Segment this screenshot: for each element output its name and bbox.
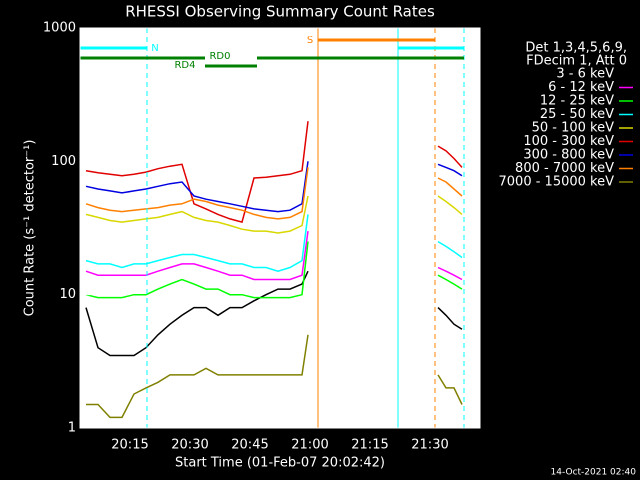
- footer: 14-Oct-2021 02:40: [551, 468, 637, 478]
- x-tick-label: 21:00: [291, 438, 328, 453]
- y-axis-label: Count Rate (s⁻¹ detector⁻¹): [23, 140, 38, 317]
- series-line: [85, 167, 463, 220]
- legend-label: 25 - 50 keV: [540, 107, 614, 122]
- y-tick-label: 100: [51, 154, 76, 169]
- legend-label: 300 - 800 keV: [523, 148, 614, 163]
- series-line: [85, 230, 463, 281]
- legend-label: 6 - 12 keV: [548, 80, 614, 95]
- x-tick-label: 20:15: [111, 438, 148, 453]
- x-tick-label: 21:15: [351, 438, 388, 453]
- x-tick-label: 21:30: [411, 438, 448, 453]
- legend-title: FDecim 1, Att 0: [526, 54, 627, 69]
- legend-label: 50 - 100 keV: [532, 121, 615, 136]
- interval-label: S: [307, 35, 313, 46]
- legend-label: 12 - 25 keV: [540, 94, 614, 109]
- axes-frame: [79, 27, 481, 429]
- interval-label: N: [151, 43, 158, 54]
- y-tick-label: 1: [68, 421, 76, 436]
- y-tick-label: 1000: [43, 21, 76, 36]
- series-line: [85, 270, 463, 357]
- series-line: [85, 121, 463, 224]
- interval-label: RD4: [174, 60, 195, 71]
- series-line: [85, 241, 463, 299]
- interval-label: RD0: [209, 51, 230, 62]
- y-tick-label: 10: [59, 287, 76, 302]
- series-line: [85, 161, 463, 213]
- series-line: [85, 195, 463, 234]
- series-line: [85, 214, 463, 272]
- legend-label: 800 - 7000 keV: [515, 161, 614, 176]
- legend-label: 100 - 300 keV: [523, 134, 614, 149]
- plot-area: [80, 28, 480, 428]
- x-tick-label: 20:30: [171, 438, 208, 453]
- series-line: [86, 334, 463, 419]
- x-tick-label: 20:45: [231, 438, 268, 453]
- legend-label: 3 - 6 keV: [556, 67, 614, 82]
- legend-title: Det 1,3,4,5,6,9,: [525, 41, 627, 56]
- legend-label: 7000 - 15000 keV: [499, 175, 615, 190]
- x-axis-label: Start Time (01-Feb-07 20:02:42): [175, 456, 385, 471]
- chart-title: RHESSI Observing Summary Count Rates: [125, 3, 435, 21]
